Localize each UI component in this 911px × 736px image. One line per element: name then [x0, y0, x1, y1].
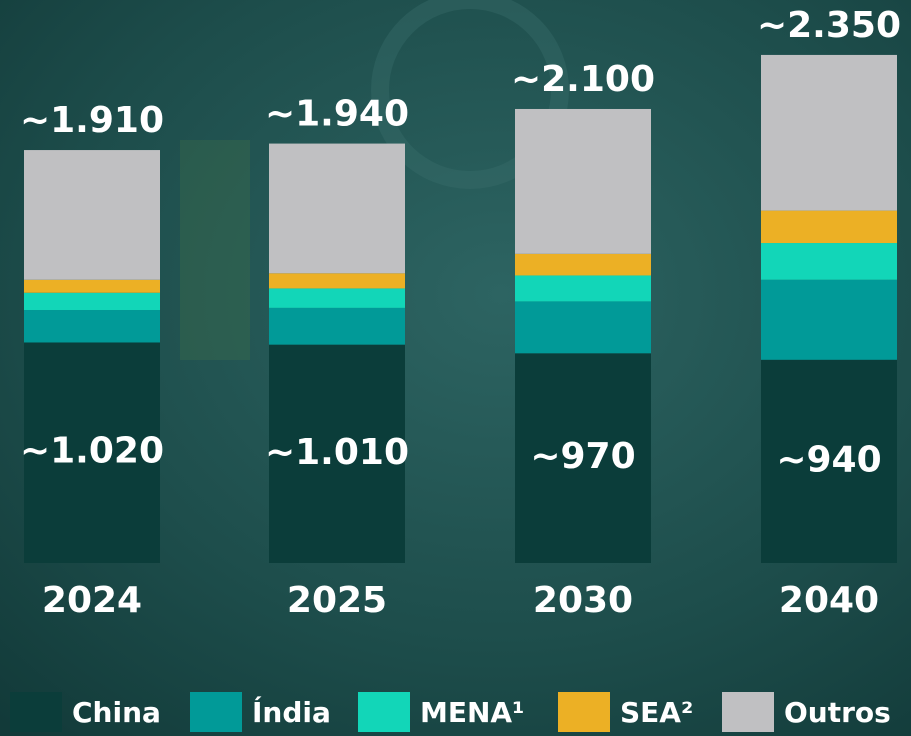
bar-segment: [24, 292, 160, 311]
legend-swatch: [722, 692, 774, 732]
bar-segment: [761, 54, 897, 211]
bar-segment: [515, 301, 651, 354]
bar-segment: [515, 353, 651, 563]
legend-label: SEA²: [620, 696, 693, 729]
total-label: ~1.940: [265, 94, 409, 135]
x-tick-label: 2025: [287, 580, 387, 621]
total-label: ~2.100: [511, 59, 655, 100]
x-tick-label: 2024: [42, 580, 142, 621]
legend-swatch: [190, 692, 242, 732]
legend-label: Índia: [252, 695, 331, 729]
x-tick-label: 2030: [533, 580, 633, 621]
legend-label: Outros: [784, 696, 891, 729]
legend-swatch: [10, 692, 62, 732]
value-label: ~1.020: [20, 431, 164, 472]
legend-label: MENA¹: [420, 696, 524, 729]
x-tick-label: 2040: [779, 580, 879, 621]
total-label: ~1.910: [20, 100, 164, 141]
value-label: ~940: [776, 439, 881, 480]
legend-swatch: [558, 692, 610, 732]
bar-segment: [515, 275, 651, 302]
legend-swatch: [358, 692, 410, 732]
total-label: ~2.350: [757, 5, 901, 46]
background-shape: [371, 0, 569, 189]
value-label: ~970: [530, 436, 635, 477]
bar-segment: [24, 279, 160, 293]
bar-segment: [269, 273, 405, 289]
value-label: ~1.010: [265, 432, 409, 473]
bar-segment: [761, 243, 897, 280]
bar-segment: [24, 310, 160, 343]
bar-segment: [515, 253, 651, 276]
bar-segment: [24, 342, 160, 563]
bar-segment: [761, 279, 897, 360]
bar-segment: [269, 288, 405, 308]
bar-segment: [761, 359, 897, 563]
bar-segment: [761, 210, 897, 244]
legend-label: China: [72, 696, 161, 729]
bar-segment: [24, 150, 160, 280]
background-shape: [180, 140, 250, 360]
bar-segment: [269, 143, 405, 274]
bar-segment: [269, 307, 405, 345]
bar-segment: [269, 344, 405, 563]
bar-segment: [515, 108, 651, 254]
